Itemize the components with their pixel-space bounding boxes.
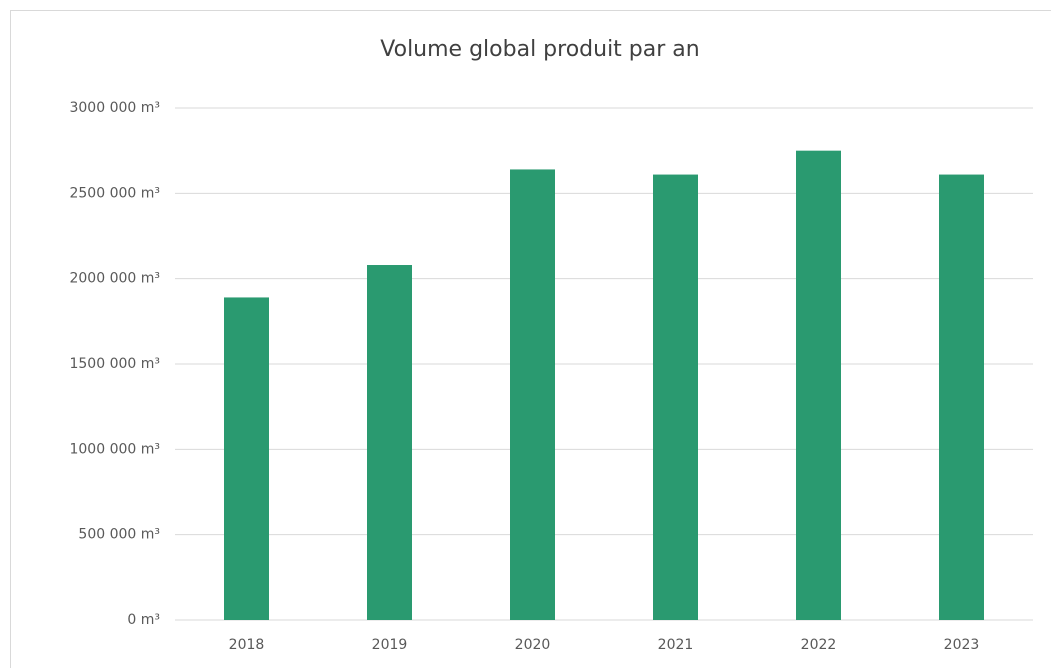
y-tick-label: 1000 000 m³: [69, 441, 160, 457]
y-tick-label: 500 000 m³: [78, 527, 160, 543]
bar: [367, 265, 412, 620]
bar: [796, 150, 841, 620]
x-tick-label: 2021: [658, 637, 694, 653]
x-tick-label: 2018: [229, 637, 265, 653]
bar: [653, 174, 698, 620]
x-tick-label: 2020: [515, 637, 551, 653]
y-tick-label: 2500 000 m³: [69, 185, 160, 201]
y-tick-label: 0 m³: [127, 612, 160, 628]
y-tick-label: 2000 000 m³: [69, 271, 160, 287]
x-tick-label: 2019: [372, 637, 408, 653]
x-tick-label: 2023: [944, 637, 980, 653]
bar: [224, 297, 269, 620]
y-tick-label: 1500 000 m³: [69, 356, 160, 372]
bar: [939, 174, 984, 620]
x-tick-label: 2022: [801, 637, 837, 653]
y-tick-label: 3000 000 m³: [69, 100, 160, 116]
bar: [510, 169, 555, 620]
chart-title: Volume global produit par an: [380, 37, 699, 62]
